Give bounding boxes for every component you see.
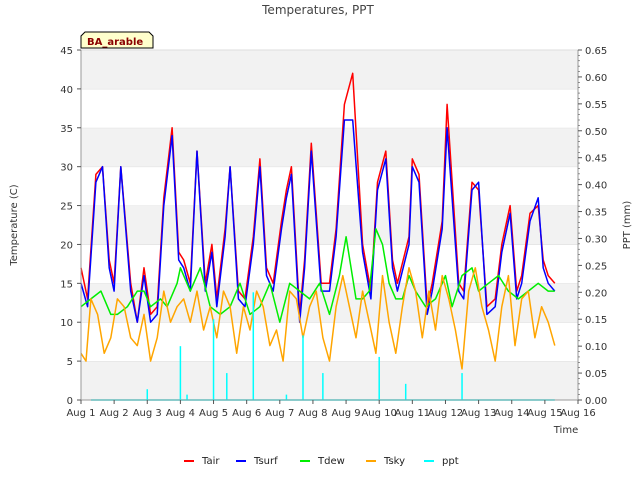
plot-background [81,49,578,400]
site-label: BA_arable [87,37,143,48]
x-tick-label: Aug 10 [361,408,396,419]
x-tick-label: Aug 7 [265,408,294,419]
series-line-tsky [80,267,556,370]
y-left-tick-label: 15 [60,279,73,290]
grid-band [81,50,578,89]
x-axis-label: Time [553,425,578,436]
series-line-tsurf [80,119,556,323]
grid-band [81,322,578,362]
x-tick-label: Aug 14 [494,408,529,419]
legend-label-tsurf: Tsurf [253,456,278,467]
y-right-tick-label: 0.30 [585,234,607,245]
grid-band [81,166,578,206]
legend-label-ppt: ppt [442,456,459,467]
y-right-tick-label: 0.00 [585,396,607,407]
x-tick-label: Aug 13 [461,408,496,419]
series-line-tdew [80,228,555,323]
y-right-tick-label: 0.50 [585,127,607,138]
y-right-tick-label: 0.10 [585,342,607,353]
x-tick-label: Aug 1 [66,408,95,419]
y-right-tick-label: 0.65 [585,46,607,57]
y-left-tick-label: 0 [67,396,73,407]
x-tick-label: Aug 9 [332,408,361,419]
legend-label-tdew: Tdew [317,456,345,467]
y-left-tick-label: 45 [60,46,73,57]
y-axis-right-label: PPT (mm) [622,201,633,250]
site-label-box: BA_arable [80,31,154,49]
x-tick-label: Aug 3 [133,408,162,419]
y-left-tick-label: 25 [60,202,73,213]
site-label-badge [80,31,154,49]
legend: Tair Tsurf Tdew Tsky ppt [184,456,459,467]
x-tick-label: Aug 8 [298,408,327,419]
x-tick-label: Aug 15 [527,408,562,419]
y-left-tick-label: 20 [60,240,73,251]
grid-band [81,88,578,128]
x-tick-label: Aug 11 [395,408,430,419]
y-right-tick-label: 0.55 [585,100,607,111]
x-tick-label: Aug 12 [428,408,463,419]
grid-band [81,244,578,284]
y-axis-left-label: Temperature (C) [9,184,20,266]
x-tick-label: Aug 4 [166,408,195,419]
y-right-tick-label: 0.60 [585,73,607,84]
x-tick-label: Aug 2 [100,408,129,419]
y-right-tick-label: 0.35 [585,208,607,219]
y-left-tick-label: 5 [67,357,73,368]
y-right-tick-label: 0.15 [585,315,607,326]
grid-band [81,361,578,400]
chart-title: Temperatures, PPT [261,3,374,17]
y-right-tick-label: 0.40 [585,181,607,192]
y-left-tick-label: 30 [60,163,73,174]
axes-layer: 0 5 10 15 20 25 30 35 40 45 0.00 0.05 0.10 0.15 0.20 0.… [60,46,607,419]
y-right-tick-label: 0.05 [585,369,607,380]
x-tick-label: Aug 5 [199,408,228,419]
legend-label-tsky: Tsky [383,456,405,467]
grid-band [81,127,578,167]
x-tick-label: Aug 6 [232,408,261,419]
x-tick-label: Aug 16 [560,408,595,419]
legend-label-tair: Tair [201,456,220,467]
y-left-tick-label: 35 [60,124,73,135]
y-right-tick-label: 0.25 [585,261,607,272]
y-left-tick-label: 40 [60,85,73,96]
y-left-tick-label: 10 [60,318,73,329]
y-right-tick-label: 0.20 [585,288,607,299]
y-right-tick-label: 0.45 [585,154,607,165]
